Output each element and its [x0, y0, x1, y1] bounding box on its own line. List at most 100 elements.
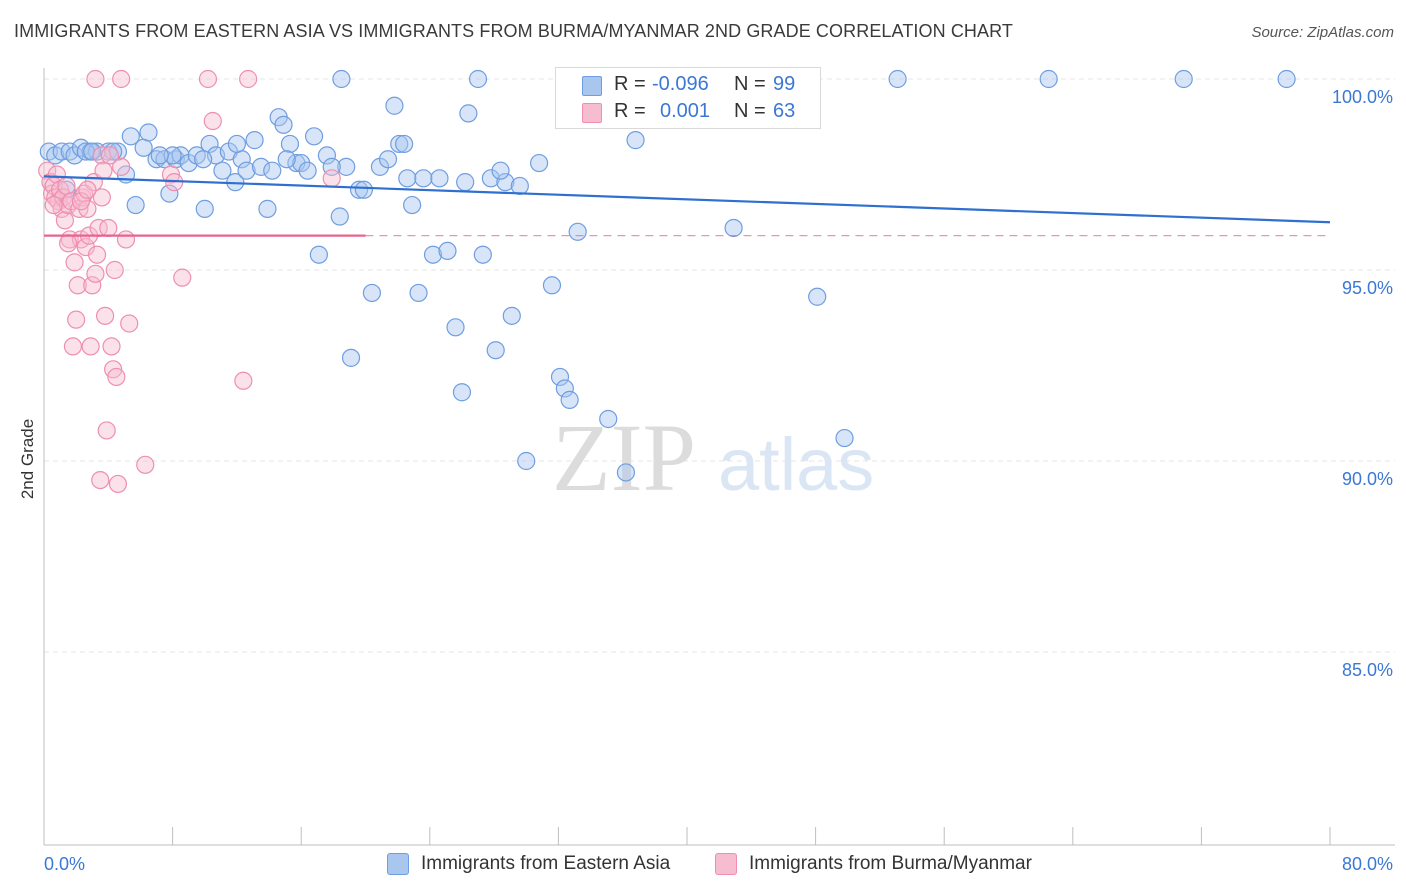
data-point — [1039, 69, 1058, 89]
data-point — [81, 337, 100, 356]
data-point — [468, 69, 488, 89]
data-point — [510, 176, 529, 196]
data-point — [87, 245, 107, 264]
data-point — [277, 150, 296, 169]
data-point — [121, 127, 140, 146]
legend-r-value: 0.001 — [660, 100, 711, 122]
burma-points — [38, 69, 341, 494]
legend-swatch-pink — [582, 103, 602, 123]
data-point — [354, 180, 373, 199]
data-point — [99, 218, 118, 238]
watermark-atlas: atlas — [718, 423, 874, 506]
data-point — [100, 146, 120, 165]
data-point — [83, 142, 102, 161]
legend-n-value: 99 — [773, 73, 796, 95]
trend-line-eastern-asia — [43, 175, 1331, 224]
data-point — [150, 146, 169, 165]
data-point — [555, 379, 574, 398]
data-point — [517, 451, 536, 471]
bottom-legend-eastern-asia: Immigrants from Eastern Asia — [387, 852, 707, 878]
data-point — [237, 161, 256, 180]
data-point — [112, 157, 131, 176]
data-point — [78, 199, 97, 218]
data-point — [1277, 69, 1296, 89]
data-point — [459, 104, 478, 123]
data-point — [105, 260, 124, 280]
watermark-zip: ZIP — [552, 404, 696, 511]
data-point — [491, 161, 510, 180]
data-point — [239, 69, 258, 89]
data-point — [59, 234, 78, 253]
data-point — [1174, 69, 1193, 89]
data-point — [337, 157, 356, 176]
data-point — [200, 134, 219, 154]
correlation-legend: R = -0.096 N = 99 R = 0.001 N = 63 — [555, 67, 821, 129]
data-point — [550, 367, 570, 387]
data-point — [888, 69, 907, 89]
data-point — [57, 176, 76, 196]
data-point — [107, 367, 126, 387]
bottom-legend-burma: Immigrants from Burma/Myanmar — [715, 852, 1075, 878]
data-point — [332, 69, 351, 89]
data-point — [116, 230, 136, 249]
data-point — [481, 169, 500, 188]
data-point — [194, 150, 213, 169]
bottom-legend-swatch-blue — [387, 853, 409, 875]
data-point — [67, 310, 86, 329]
data-point — [55, 211, 74, 230]
watermark: ZIP atlas — [552, 404, 874, 511]
tick-labels: 100.0% 95.0% 90.0% 85.0% 0.0% 80.0% — [44, 87, 1393, 874]
data-point — [68, 276, 87, 295]
data-point — [95, 306, 115, 325]
data-point — [292, 153, 311, 173]
legend-n-value: 63 — [773, 100, 796, 122]
y-tick-label: 95.0% — [1342, 278, 1393, 298]
data-point — [394, 134, 414, 154]
data-point — [362, 283, 382, 303]
data-point — [38, 161, 57, 180]
legend-row-burma: R = 0.001 N = 63 — [556, 100, 822, 126]
data-point — [173, 268, 192, 287]
data-point — [94, 161, 113, 180]
data-point — [139, 123, 158, 142]
data-point — [349, 180, 369, 199]
y-tick-label: 90.0% — [1342, 469, 1393, 489]
data-point — [298, 161, 317, 180]
data-point — [414, 169, 433, 188]
data-point — [341, 348, 361, 367]
data-point — [330, 207, 349, 226]
chart-title: IMMIGRANTS FROM EASTERN ASIA VS IMMIGRAN… — [14, 21, 1013, 41]
data-point — [309, 245, 328, 264]
data-point — [403, 195, 422, 215]
data-point — [65, 253, 84, 272]
bottom-legend-label: Immigrants from Eastern Asia — [421, 853, 671, 874]
data-point — [198, 69, 218, 89]
source-label: Source: ZipAtlas.com — [1251, 24, 1394, 41]
data-point — [245, 131, 264, 150]
trend-lines — [43, 175, 1331, 237]
legend-r-label: R = — [614, 100, 646, 122]
legend-n-label: N = — [734, 73, 766, 95]
data-point — [71, 192, 91, 211]
data-point — [317, 146, 337, 165]
data-point — [251, 157, 271, 176]
data-point — [530, 153, 549, 173]
data-point — [126, 195, 145, 215]
data-point — [473, 245, 492, 264]
data-point — [258, 199, 277, 218]
data-point — [599, 409, 618, 429]
y-axis-label: 2nd Grade — [18, 419, 37, 499]
data-point — [724, 218, 743, 238]
data-point — [390, 134, 409, 154]
data-point — [430, 169, 449, 188]
data-point — [568, 222, 587, 241]
legend-r-label: R = — [614, 73, 646, 95]
legend-n-label: N = — [734, 100, 766, 122]
data-point — [542, 276, 562, 295]
data-point — [120, 314, 139, 333]
data-point — [83, 276, 102, 295]
data-point — [456, 173, 475, 192]
data-point — [423, 245, 443, 264]
legend-swatch-blue — [582, 76, 602, 96]
